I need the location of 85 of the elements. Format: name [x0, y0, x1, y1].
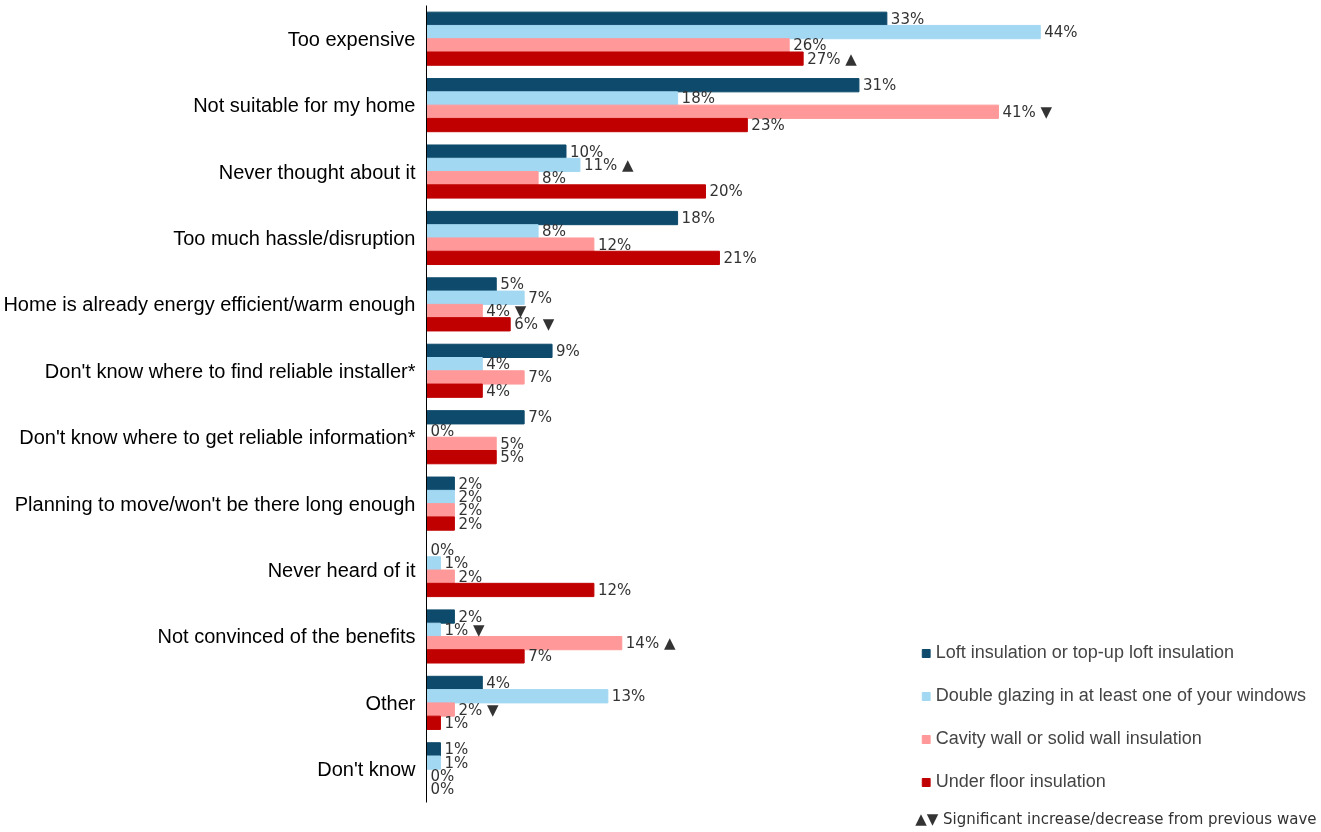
bar [426, 51, 804, 66]
bar [426, 317, 511, 332]
data-label: 7% [528, 647, 552, 666]
bar [426, 38, 790, 53]
bar [426, 224, 539, 239]
legend-label: Double glazing in at least one of your windows [935, 685, 1306, 706]
bar [426, 702, 455, 717]
data-label: 18% [681, 209, 715, 228]
data-label: 41% ▼ [1002, 102, 1053, 121]
bar [426, 171, 539, 186]
y-tick-label: Too much hassle/disruption [173, 226, 416, 249]
bar [426, 689, 609, 704]
legend-label: Cavity wall or solid wall insulation [935, 728, 1202, 749]
bar [426, 609, 455, 624]
data-label: 23% [751, 116, 785, 135]
bar [426, 715, 441, 730]
data-label: 7% [528, 288, 552, 307]
data-label: 8% [542, 169, 566, 188]
y-tick-label: Other [365, 691, 416, 714]
y-tick-label: Don't know where to get reliable information* [19, 426, 416, 449]
bar [426, 144, 567, 159]
data-label: 5% [500, 448, 525, 467]
bar [426, 516, 455, 531]
data-label: 4% [486, 381, 511, 400]
data-label: 21% [723, 248, 757, 267]
data-label: 7% [528, 368, 552, 387]
data-label: 20% [709, 182, 743, 201]
bar [426, 237, 595, 252]
text: ▲▼ Significant increase/decrease from previous wave [915, 809, 1317, 828]
y-tick-label: Not suitable for my home [193, 94, 416, 117]
data-label: 9% [556, 341, 580, 360]
data-label: 13% [611, 687, 646, 706]
bar [426, 91, 679, 106]
bar [426, 635, 623, 651]
bar [426, 569, 455, 584]
data-label: 12% [597, 235, 632, 254]
bar [426, 24, 1041, 40]
y-tick-label: Not convinced of the benefits [157, 625, 416, 648]
data-label: 8% [542, 222, 566, 241]
y-tick-label: Don't know where to find reliable installer* [44, 359, 416, 382]
y-tick-label: Don't know [317, 758, 417, 781]
data-label: 0% [430, 421, 455, 440]
bar [426, 210, 679, 226]
bar [426, 476, 455, 491]
bar [426, 410, 525, 425]
data-label: 14% ▲ [625, 634, 676, 653]
y-tick-label: Never thought about it [218, 160, 416, 183]
data-label: 4% [486, 355, 511, 374]
bar [426, 383, 483, 398]
data-label: 7% [528, 408, 552, 427]
bar [426, 117, 748, 133]
bar [426, 449, 497, 465]
bar [426, 489, 455, 505]
bar [426, 755, 441, 770]
legend-label: Loft insulation or top-up loft insulation [935, 642, 1234, 663]
bar [426, 78, 860, 93]
bar [426, 104, 999, 119]
bar [426, 303, 483, 319]
y-tick-label: Never heard of it [267, 559, 416, 582]
bar [426, 436, 497, 451]
y-tick-label: Home is already energy efficient/warm enough [3, 293, 416, 316]
bar [426, 503, 455, 518]
bar [426, 11, 888, 26]
y-tick-label: Too expensive [287, 27, 416, 50]
bar [426, 277, 497, 292]
bar [426, 184, 706, 199]
bar [426, 250, 720, 266]
bar [426, 582, 595, 598]
data-label: 18% [681, 89, 715, 108]
legend-label: Under floor insulation [935, 771, 1106, 792]
bar [426, 357, 483, 372]
data-label: 12% [597, 580, 632, 599]
bar [426, 675, 483, 691]
bar [426, 290, 525, 305]
bar [426, 157, 581, 173]
data-label: 4% [486, 673, 511, 692]
data-label: 0% [430, 780, 455, 799]
bar [426, 370, 525, 385]
bar [426, 649, 525, 664]
y-tick-label: Planning to move/won't be there long enough [14, 492, 416, 515]
data-label: 44% [1044, 23, 1078, 42]
data-label: 31% [862, 76, 897, 95]
bar [426, 343, 553, 359]
data-label: 5% [500, 275, 525, 294]
data-label: 33% [890, 9, 925, 28]
